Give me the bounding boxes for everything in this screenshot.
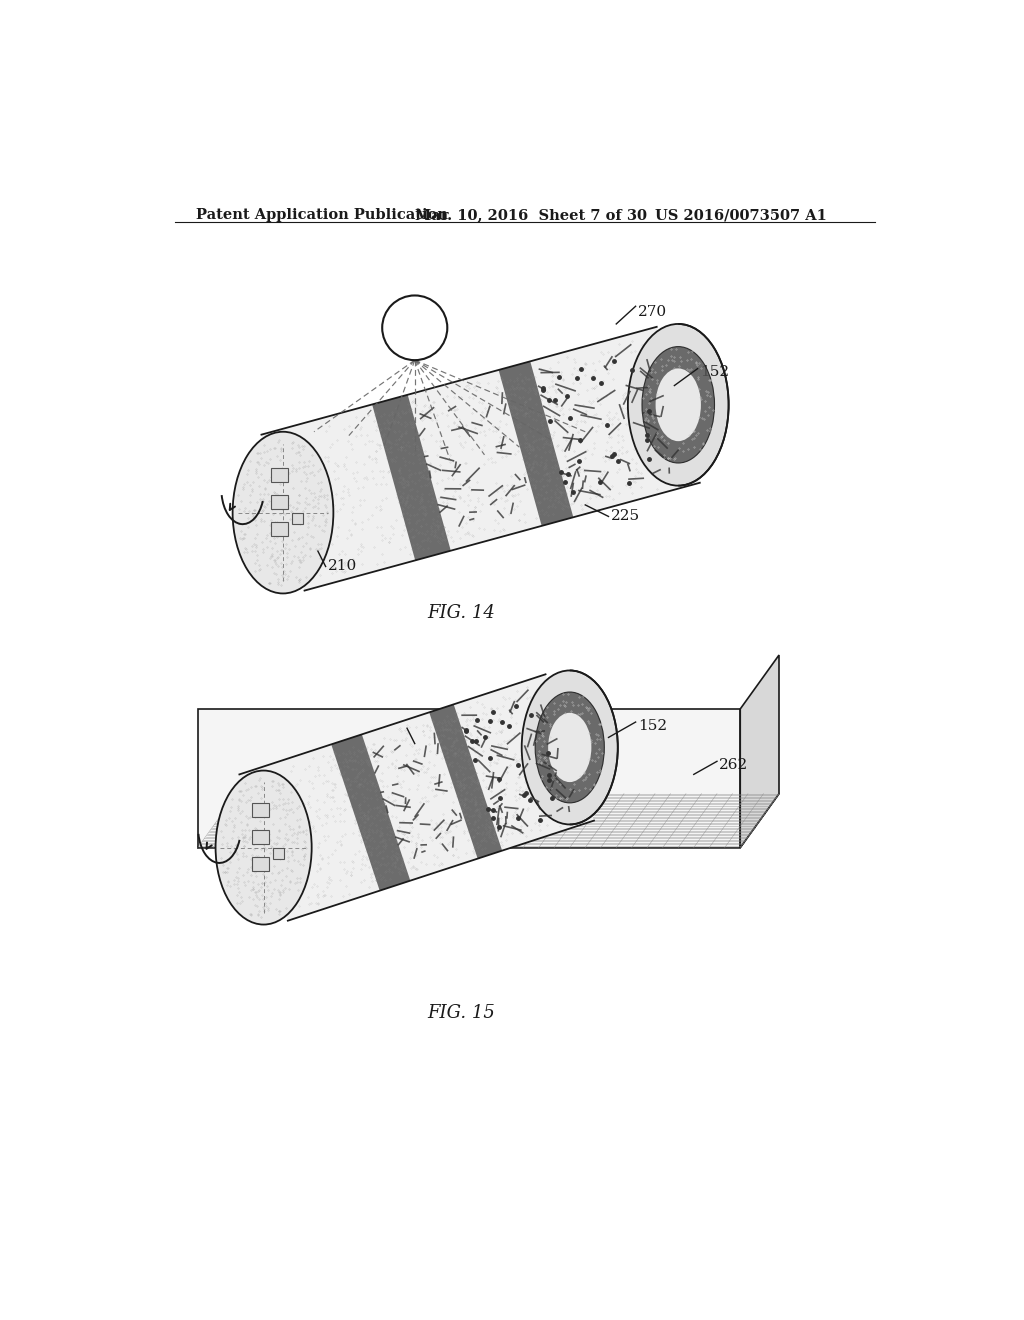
Polygon shape	[261, 327, 699, 590]
Polygon shape	[240, 675, 594, 920]
FancyBboxPatch shape	[292, 513, 303, 524]
FancyBboxPatch shape	[271, 521, 289, 536]
Text: 225: 225	[611, 510, 640, 524]
Text: 270: 270	[638, 305, 667, 319]
Polygon shape	[198, 709, 740, 847]
Ellipse shape	[548, 713, 592, 781]
Text: 152: 152	[700, 366, 729, 379]
Ellipse shape	[628, 323, 729, 486]
FancyBboxPatch shape	[271, 495, 289, 508]
Circle shape	[382, 296, 447, 360]
Polygon shape	[331, 734, 411, 891]
Text: Patent Application Publication: Patent Application Publication	[197, 209, 449, 223]
Ellipse shape	[232, 432, 334, 594]
Text: Mar. 10, 2016  Sheet 7 of 30: Mar. 10, 2016 Sheet 7 of 30	[415, 209, 647, 223]
Text: 210: 210	[328, 560, 357, 573]
Ellipse shape	[216, 771, 311, 924]
Ellipse shape	[642, 347, 715, 463]
Polygon shape	[198, 793, 779, 847]
FancyBboxPatch shape	[252, 830, 269, 843]
Text: 262: 262	[719, 758, 749, 772]
Text: FIG. 14: FIG. 14	[427, 603, 496, 622]
Text: 255: 255	[410, 725, 438, 739]
Text: 152: 152	[638, 719, 667, 733]
FancyBboxPatch shape	[271, 469, 289, 482]
Ellipse shape	[655, 368, 700, 441]
Ellipse shape	[536, 692, 604, 803]
Ellipse shape	[521, 671, 617, 825]
Polygon shape	[429, 705, 502, 858]
Polygon shape	[499, 362, 573, 525]
Text: US 2016/0073507 A1: US 2016/0073507 A1	[655, 209, 826, 223]
FancyBboxPatch shape	[252, 857, 269, 871]
Text: FIG. 15: FIG. 15	[427, 1005, 496, 1022]
FancyBboxPatch shape	[273, 849, 284, 859]
FancyBboxPatch shape	[252, 803, 269, 817]
Polygon shape	[740, 655, 779, 847]
Polygon shape	[372, 395, 451, 561]
